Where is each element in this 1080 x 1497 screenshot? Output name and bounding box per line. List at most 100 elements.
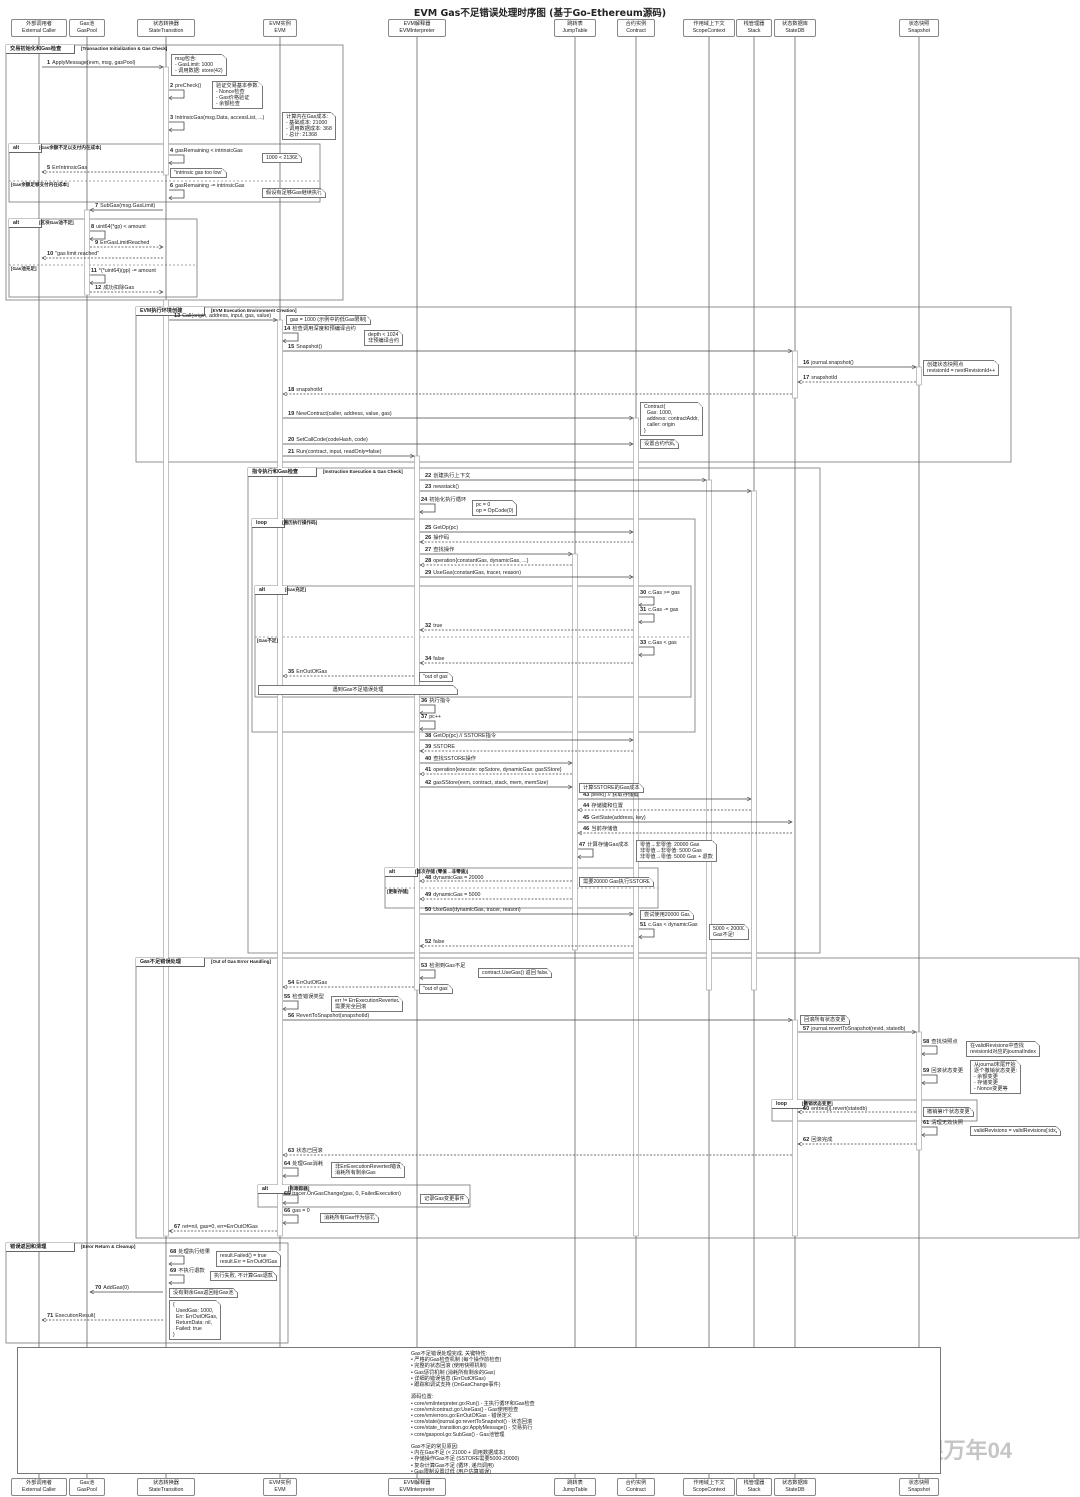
participant-scope-footer[interactable]: 作用域上下文 ScopeContext bbox=[683, 1478, 735, 1496]
participant-name-en: Stack bbox=[747, 1487, 761, 1493]
message-number: 52 bbox=[425, 939, 432, 945]
fragment-else-guard: [Gas池充足] bbox=[11, 265, 37, 271]
message-text: newstack() bbox=[433, 484, 459, 490]
message-number: 61 bbox=[923, 1120, 930, 1126]
participant-name-en: ScopeContext bbox=[692, 28, 726, 34]
fragment-guard: [遍历执行操作码] bbox=[282, 519, 318, 525]
self-message-arrow bbox=[420, 503, 436, 513]
message-label: 40 查找SSTORE操作 bbox=[425, 756, 476, 762]
participant-stack-header[interactable]: 栈管理器 Stack bbox=[736, 19, 772, 37]
self-message-arrow bbox=[922, 1126, 938, 1136]
arrowhead bbox=[787, 348, 793, 354]
participant-st-footer[interactable]: 状态转换器 StateTransition bbox=[137, 1478, 195, 1496]
message-text: UseGas(constantGas, tracer, reason) bbox=[433, 570, 521, 576]
fragment-group-frame bbox=[135, 306, 1012, 463]
note: msg包含: - GasLimit: 1000 - 调用数据: store(42… bbox=[171, 54, 227, 76]
message-text: UseGas(dynamicGas, tracer, reason) bbox=[433, 907, 521, 913]
message-label: 34 false bbox=[425, 656, 444, 662]
participant-name-cn: EVM实例 bbox=[269, 1480, 291, 1486]
self-message-arrow bbox=[922, 1074, 938, 1084]
arrowhead bbox=[787, 1017, 793, 1023]
self-message-arrow bbox=[922, 1045, 938, 1055]
arrowhead bbox=[282, 1200, 287, 1206]
participant-snapshot-footer[interactable]: 状态快照 Snapshot bbox=[899, 1478, 939, 1496]
participant-stack-footer[interactable]: 栈管理器 Stack bbox=[736, 1478, 772, 1496]
participant-evm-header[interactable]: EVM实例 EVM bbox=[263, 19, 297, 37]
message-text: SSTORE bbox=[433, 744, 455, 750]
message-label: 57 journal.revertToSnapshot(revid, stated… bbox=[803, 1026, 905, 1032]
self-message-arrow bbox=[420, 704, 436, 714]
message-text: gasRemaining -= intrinsicGas bbox=[175, 183, 245, 189]
fragment-group-label: 指令执行和Gas检查 bbox=[248, 468, 317, 477]
note: result.Failed() = true result.Err = ErrO… bbox=[216, 1251, 282, 1267]
message-label: 71 ExecutionResult{ bbox=[47, 1313, 95, 1319]
message-number: 21 bbox=[288, 449, 295, 455]
arrowhead bbox=[419, 710, 424, 716]
fragment-alt-label: alt bbox=[385, 868, 418, 877]
fragment-group-frame bbox=[5, 44, 344, 301]
arrowhead bbox=[701, 477, 707, 483]
message-number: 7 bbox=[95, 203, 99, 209]
message-text: tracer.OnGasChange(gas, 0, FailedExecuti… bbox=[292, 1191, 401, 1197]
self-message-arrow bbox=[169, 1274, 185, 1284]
message-number: 12 bbox=[95, 285, 102, 291]
message-text: preCheck() bbox=[175, 83, 202, 89]
message-text: 查找操作 bbox=[433, 547, 455, 553]
arrowhead bbox=[577, 854, 582, 860]
participant-snapshot-header[interactable]: 状态快照 Snapshot bbox=[899, 19, 939, 37]
message-text: operation{execute: opSstore, dynamicGas:… bbox=[433, 767, 562, 773]
message-text: 处理Gas消耗 bbox=[292, 1161, 324, 1167]
message-text: gas = 0 bbox=[292, 1208, 310, 1214]
message-number: 14 bbox=[284, 326, 291, 332]
participant-caller-header[interactable]: 外部调用者 External Caller bbox=[11, 19, 67, 37]
diagram-title: EVM Gas不足错误处理时序图 (基于Go-Ethereum源码) bbox=[413, 8, 667, 19]
participant-st-header[interactable]: 状态转换器 StateTransition bbox=[137, 19, 195, 37]
fragment-loop-frame bbox=[771, 1099, 978, 1122]
note: 计算内在Gas成本: - 基础成本: 21000 - 调用数据成本: 368 -… bbox=[282, 112, 336, 140]
arrowhead bbox=[282, 984, 288, 990]
message-number: 13 bbox=[174, 313, 181, 319]
participant-name-en: JumpTable bbox=[562, 1487, 588, 1493]
summary-note: Gas不足错误处理完成, 关键特性: • 严格的Gas检查机制 (每个操作前检查… bbox=[17, 1347, 941, 1475]
fragment-loop-label: loop bbox=[252, 519, 285, 528]
participant-jt-footer[interactable]: 跳转表 JumpTable bbox=[554, 1478, 596, 1496]
participant-evm-footer[interactable]: EVM实例 EVM bbox=[263, 1478, 297, 1496]
participant-statedb-header[interactable]: 状态数据库 StateDB bbox=[774, 19, 816, 37]
participant-interp-header[interactable]: EVM解释器 EVMInterpreter bbox=[388, 19, 446, 37]
message-text: 存储键和位置 bbox=[591, 803, 624, 809]
message-number: 70 bbox=[95, 1285, 102, 1291]
self-message-arrow bbox=[420, 969, 436, 979]
note: { UsedGas: 1000, Err: ErrOutOfGas, Retur… bbox=[169, 1300, 222, 1340]
participant-statedb-footer[interactable]: 状态数据库 StateDB bbox=[774, 1478, 816, 1496]
fragment-alt-label: alt bbox=[9, 144, 42, 153]
message-label: 33 c.Gas < gas bbox=[640, 640, 677, 646]
participant-contract-footer[interactable]: 合约实例 Contract bbox=[617, 1478, 655, 1496]
participant-interp-footer[interactable]: EVM解释器 EVMInterpreter bbox=[388, 1478, 446, 1496]
participant-caller-footer[interactable]: 外部调用者 External Caller bbox=[11, 1478, 67, 1496]
message-text: RevertToSnapshot(snapshotId) bbox=[296, 1013, 370, 1019]
fragment-alt-frame bbox=[8, 218, 198, 298]
message-text: c.Gas >= gas bbox=[648, 590, 680, 596]
participant-gaspool-footer[interactable]: Gas池 GasPool bbox=[69, 1478, 105, 1496]
message-label: 4 gasRemaining < intrinsicGas bbox=[170, 148, 243, 154]
arrowhead bbox=[158, 64, 164, 70]
participant-jt-header[interactable]: 跳转表 JumpTable bbox=[554, 19, 596, 37]
participant-scope-header[interactable]: 作用域上下文 ScopeContext bbox=[683, 19, 735, 37]
message-number: 4 bbox=[170, 148, 174, 154]
participant-name-cn: 合约实例 bbox=[625, 1480, 647, 1486]
message-label: 15 Snapshot() bbox=[288, 344, 322, 350]
arrowhead bbox=[282, 338, 287, 344]
arrowhead bbox=[282, 1152, 288, 1158]
arrowhead bbox=[419, 562, 425, 568]
arrowhead bbox=[168, 1280, 173, 1286]
participant-contract-header[interactable]: 合约实例 Contract bbox=[617, 19, 655, 37]
note: Contract{ Gas: 1000, address: contractAd… bbox=[640, 402, 703, 436]
participant-gaspool-header[interactable]: Gas池 GasPool bbox=[69, 19, 105, 37]
message-label: 21 Run(contract, input, readOnly=false) bbox=[288, 449, 381, 455]
self-message-arrow bbox=[169, 154, 185, 164]
self-message-arrow bbox=[639, 596, 655, 606]
participant-name-cn: 状态快照 bbox=[908, 1480, 930, 1486]
message-label: 44 存储键和位置 bbox=[583, 803, 623, 809]
arrowhead bbox=[911, 1029, 917, 1035]
note: 遇到Gas不足错误处理 bbox=[258, 685, 458, 695]
